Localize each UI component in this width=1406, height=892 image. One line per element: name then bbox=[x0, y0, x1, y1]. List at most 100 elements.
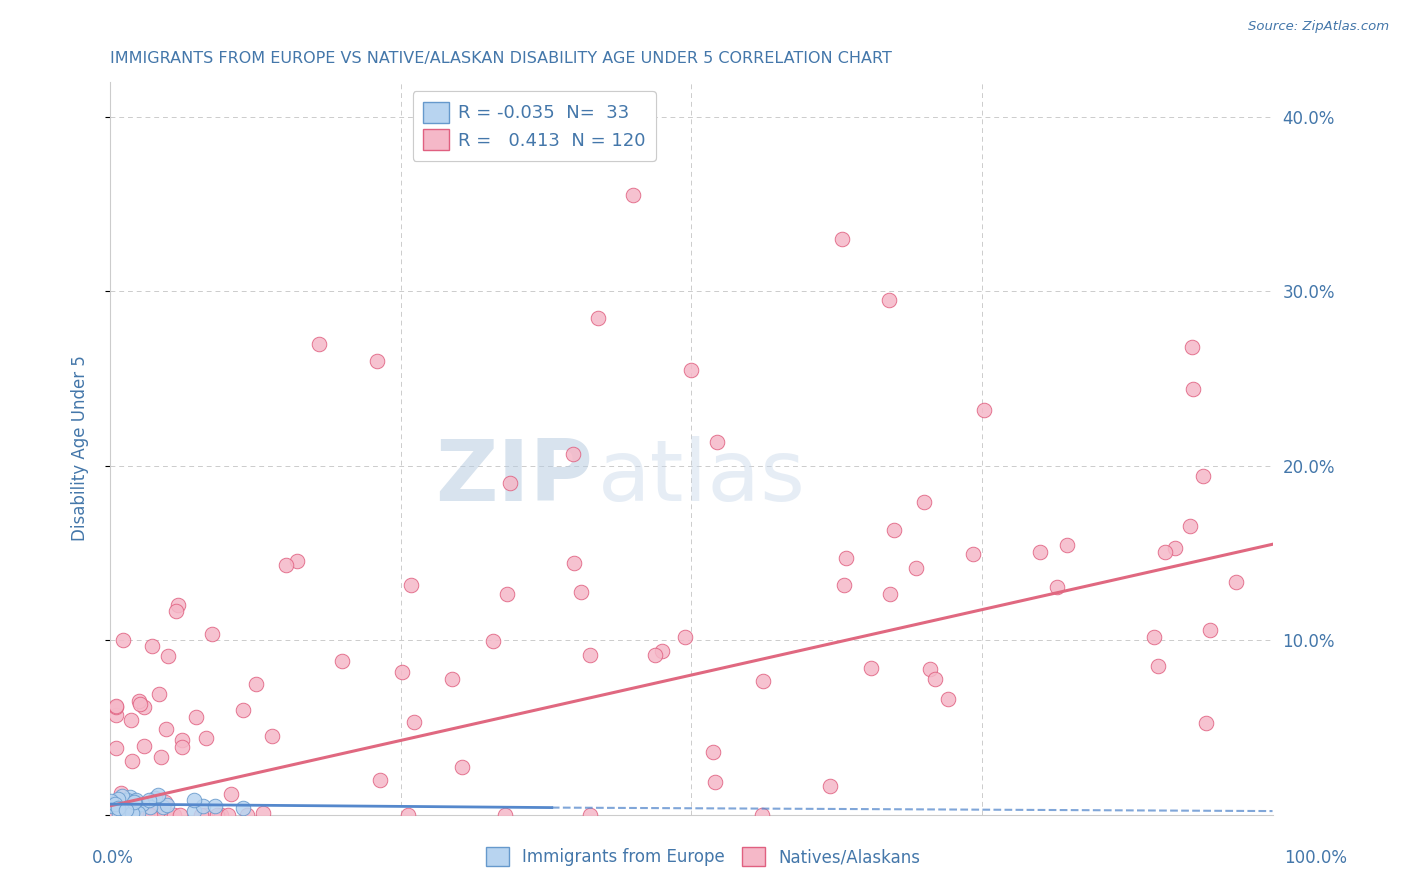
Point bbox=[148, 788, 170, 802]
Point bbox=[308, 336, 330, 351]
Point bbox=[260, 729, 283, 743]
Text: atlas: atlas bbox=[599, 436, 806, 519]
Point bbox=[101, 798, 124, 813]
Point bbox=[120, 798, 142, 813]
Point bbox=[481, 634, 503, 648]
Legend: Immigrants from Europe, Natives/Alaskans: Immigrants from Europe, Natives/Alaskans bbox=[477, 838, 929, 875]
Point bbox=[204, 798, 226, 813]
Point bbox=[157, 649, 180, 664]
Point bbox=[818, 779, 841, 793]
Point bbox=[148, 687, 170, 701]
Point bbox=[496, 587, 519, 601]
Point bbox=[153, 795, 176, 809]
Point bbox=[121, 754, 143, 768]
Point bbox=[578, 807, 600, 822]
Point bbox=[831, 232, 853, 246]
Point bbox=[562, 446, 585, 460]
Point bbox=[193, 798, 215, 813]
Point bbox=[111, 789, 134, 803]
Point bbox=[125, 807, 148, 822]
Point bbox=[145, 807, 167, 822]
Point bbox=[108, 807, 131, 822]
Point bbox=[156, 807, 179, 822]
Point bbox=[440, 672, 463, 686]
Point bbox=[936, 692, 959, 706]
Point bbox=[124, 802, 146, 816]
Point bbox=[138, 799, 160, 814]
Point bbox=[132, 699, 155, 714]
Point bbox=[120, 713, 142, 727]
Point bbox=[155, 722, 177, 736]
Point bbox=[245, 677, 267, 691]
Point bbox=[368, 772, 391, 787]
Point bbox=[128, 807, 150, 822]
Point bbox=[1029, 545, 1052, 559]
Point bbox=[170, 740, 193, 755]
Point bbox=[924, 672, 946, 686]
Point bbox=[1147, 659, 1170, 673]
Point bbox=[165, 604, 187, 618]
Point bbox=[883, 523, 905, 537]
Point bbox=[569, 585, 592, 599]
Point bbox=[107, 792, 129, 806]
Point bbox=[122, 795, 145, 809]
Point bbox=[153, 807, 176, 822]
Point bbox=[706, 434, 728, 449]
Point bbox=[104, 741, 127, 756]
Point bbox=[117, 807, 139, 822]
Point bbox=[835, 550, 858, 565]
Point bbox=[962, 547, 984, 561]
Point bbox=[232, 801, 254, 815]
Point bbox=[128, 694, 150, 708]
Point bbox=[167, 598, 190, 612]
Point bbox=[904, 560, 927, 574]
Point bbox=[190, 807, 212, 822]
Point bbox=[115, 792, 138, 806]
Y-axis label: Disability Age Under 5: Disability Age Under 5 bbox=[72, 355, 89, 541]
Point bbox=[143, 791, 166, 805]
Point bbox=[217, 807, 239, 822]
Point bbox=[330, 654, 353, 668]
Point bbox=[832, 578, 855, 592]
Point bbox=[285, 554, 308, 568]
Point bbox=[104, 700, 127, 714]
Point bbox=[101, 798, 124, 813]
Point bbox=[121, 806, 143, 821]
Point bbox=[859, 661, 882, 675]
Point bbox=[132, 807, 155, 822]
Point bbox=[141, 807, 163, 822]
Point bbox=[108, 807, 131, 822]
Point bbox=[579, 648, 602, 663]
Point bbox=[120, 807, 142, 822]
Point bbox=[183, 793, 205, 807]
Point bbox=[219, 787, 242, 801]
Point bbox=[1056, 538, 1078, 552]
Point bbox=[1191, 468, 1213, 483]
Point bbox=[112, 807, 135, 822]
Point bbox=[399, 578, 422, 592]
Text: IMMIGRANTS FROM EUROPE VS NATIVE/ALASKAN DISABILITY AGE UNDER 5 CORRELATION CHAR: IMMIGRANTS FROM EUROPE VS NATIVE/ALASKAN… bbox=[110, 51, 891, 66]
Point bbox=[1180, 519, 1202, 533]
Point bbox=[252, 806, 274, 821]
Point bbox=[1143, 630, 1166, 644]
Point bbox=[104, 807, 127, 822]
Point bbox=[973, 403, 995, 417]
Point bbox=[163, 807, 186, 822]
Point bbox=[138, 793, 160, 807]
Point bbox=[751, 807, 773, 822]
Point bbox=[1153, 545, 1175, 559]
Point bbox=[274, 558, 297, 572]
Text: Source: ZipAtlas.com: Source: ZipAtlas.com bbox=[1249, 20, 1389, 33]
Point bbox=[704, 775, 727, 789]
Point bbox=[141, 639, 163, 653]
Point bbox=[115, 803, 138, 817]
Point bbox=[149, 749, 172, 764]
Point bbox=[112, 632, 135, 647]
Point bbox=[104, 708, 127, 723]
Point bbox=[1199, 623, 1222, 637]
Point bbox=[588, 310, 610, 325]
Point bbox=[207, 807, 229, 822]
Point bbox=[170, 733, 193, 747]
Point bbox=[702, 745, 724, 759]
Point bbox=[120, 790, 142, 805]
